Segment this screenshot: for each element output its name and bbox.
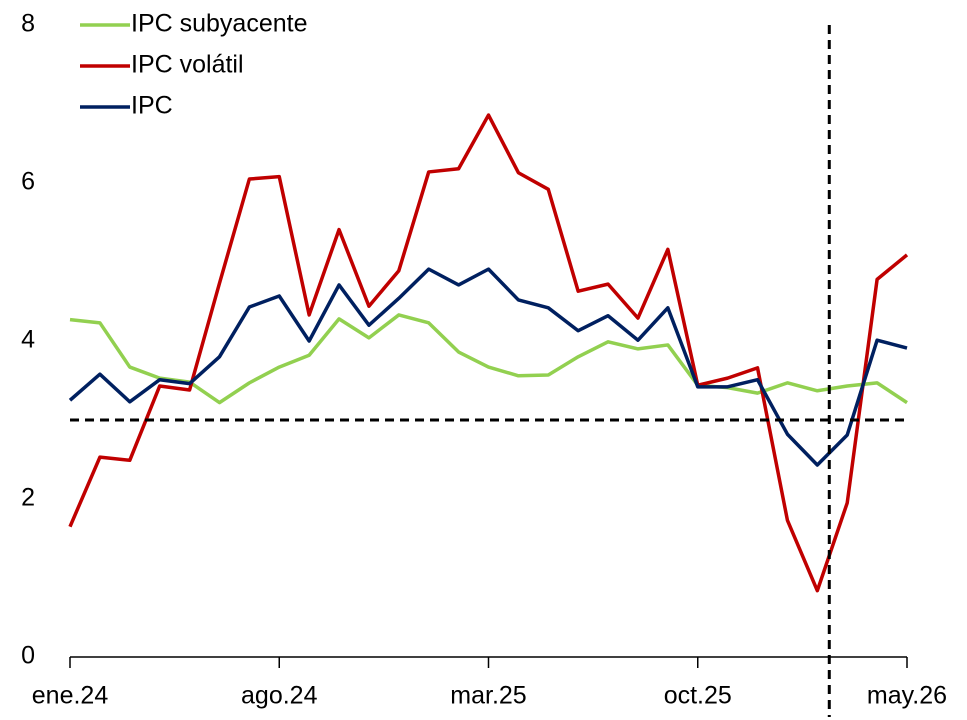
y-tick-label: 6 (21, 168, 35, 196)
x-tick-label: oct.25 (664, 682, 732, 710)
y-tick-label: 8 (21, 10, 35, 38)
x-tick-label: mar.25 (450, 682, 526, 710)
legend-label: IPC volátil (131, 51, 244, 79)
series-line (68, 267, 908, 467)
series-line (68, 113, 909, 593)
legend-label: IPC subyacente (131, 10, 308, 38)
series-line (69, 313, 908, 405)
x-tick-label: may.26 (867, 682, 947, 710)
legend-label: IPC (131, 92, 173, 120)
y-tick-label: 4 (21, 326, 35, 354)
y-tick-label: 0 (21, 642, 35, 670)
y-tick-label: 2 (21, 484, 35, 512)
x-tick-label: ene.24 (32, 682, 109, 710)
x-tick-label: ago.24 (241, 682, 318, 710)
